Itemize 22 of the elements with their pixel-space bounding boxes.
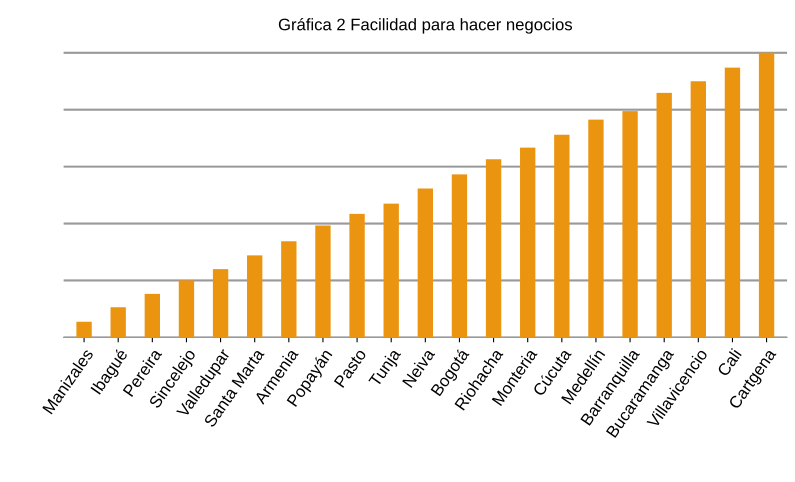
- bar: [418, 188, 434, 338]
- bar: [554, 134, 570, 338]
- bar: [144, 294, 160, 338]
- bar: [315, 226, 331, 338]
- bar: [758, 52, 774, 338]
- bar: [281, 241, 297, 338]
- bar: [384, 204, 399, 338]
- bar: [452, 174, 468, 338]
- bar: [622, 111, 638, 338]
- bar: [110, 307, 126, 338]
- bar: [76, 322, 92, 338]
- bar: [349, 214, 365, 338]
- bar: [212, 269, 228, 338]
- chart-title: Gráfica 2 Facilidad para hacer negocios: [278, 18, 572, 34]
- bar: [178, 280, 194, 338]
- bar: [520, 148, 536, 338]
- bar: [588, 120, 604, 338]
- bar: [247, 255, 262, 338]
- bar: [724, 68, 740, 338]
- bar: [690, 81, 706, 338]
- bar: [656, 92, 672, 338]
- bar: [486, 159, 502, 338]
